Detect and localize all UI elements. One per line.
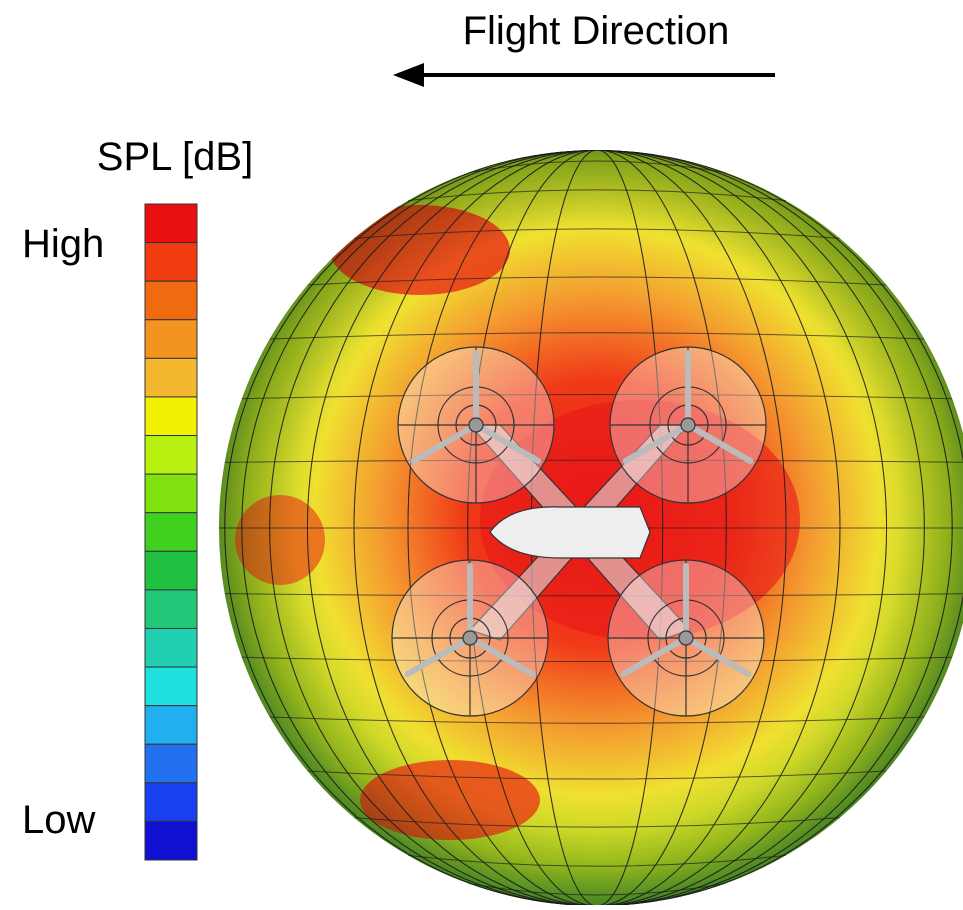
colorbar-swatch	[145, 243, 197, 282]
colorbar-swatch	[145, 706, 197, 745]
drone-fuselage	[490, 507, 650, 558]
figure: Flight Direction SPL [dB] High Low	[0, 0, 963, 905]
rotor-hub	[469, 418, 483, 432]
colorbar-title: SPL [dB]	[97, 135, 253, 179]
colorbar-swatch	[145, 474, 197, 513]
colorbar-swatch	[145, 783, 197, 822]
colorbar-swatch	[145, 320, 197, 359]
rotor-hub	[463, 631, 477, 645]
rotor-hub	[679, 631, 693, 645]
colorbar-swatch	[145, 628, 197, 667]
colorbar-swatch	[145, 513, 197, 552]
colorbar-swatch	[145, 397, 197, 436]
colorbar-swatch	[145, 358, 197, 397]
colorbar-swatch	[145, 281, 197, 320]
page: Flight Direction SPL [dB] High Low (() =…	[0, 0, 963, 910]
colorbar-high-label: High	[22, 222, 104, 266]
colorbar-swatch	[145, 204, 197, 243]
colorbar-swatch	[145, 551, 197, 590]
colorbar-swatch	[145, 821, 197, 860]
colorbar-swatch	[145, 436, 197, 475]
colorbar-swatch	[145, 744, 197, 783]
colorbar-swatch	[145, 667, 197, 706]
colorbar	[145, 204, 197, 860]
flight-arrow-head	[393, 63, 424, 87]
colorbar-swatch	[145, 590, 197, 629]
colorbar-low-label: Low	[22, 798, 95, 842]
rotor-hub	[681, 418, 695, 432]
flight-direction-label: Flight Direction	[463, 9, 730, 53]
